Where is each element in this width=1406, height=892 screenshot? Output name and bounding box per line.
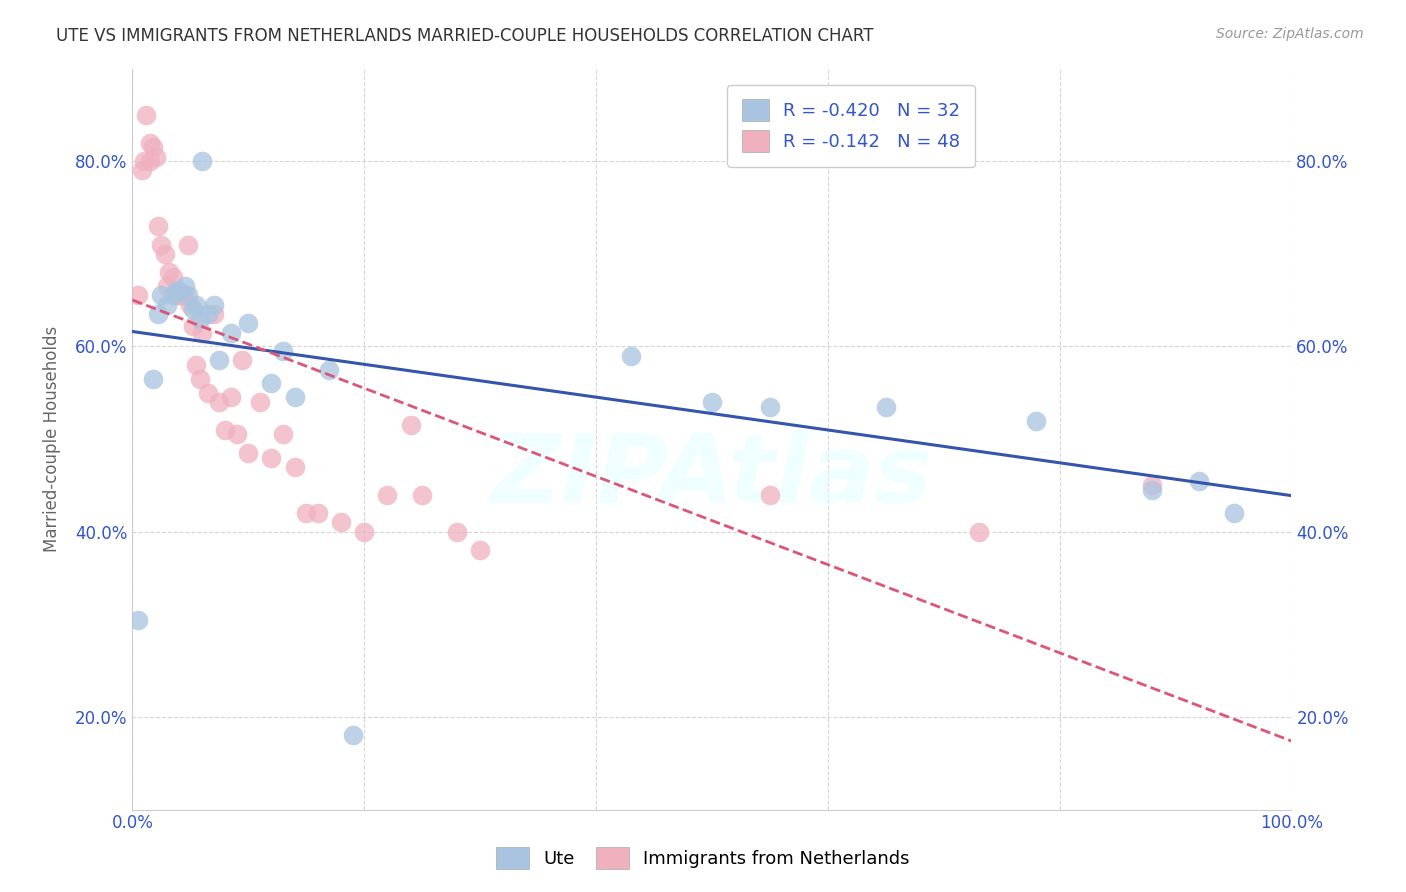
Point bbox=[271, 427, 294, 442]
Point bbox=[202, 298, 225, 312]
Point bbox=[188, 311, 211, 326]
Text: Source: ZipAtlas.com: Source: ZipAtlas.com bbox=[1216, 27, 1364, 41]
Text: ZIPAtlas: ZIPAtlas bbox=[491, 430, 934, 523]
Point bbox=[159, 265, 181, 279]
Point bbox=[875, 400, 897, 414]
Point bbox=[165, 284, 187, 298]
Legend: R = -0.420   N = 32, R = -0.142   N = 48: R = -0.420 N = 32, R = -0.142 N = 48 bbox=[727, 85, 974, 167]
Point bbox=[162, 269, 184, 284]
Point bbox=[1188, 474, 1211, 488]
Point bbox=[167, 288, 190, 302]
Point bbox=[181, 318, 204, 333]
Point bbox=[184, 358, 207, 372]
Point bbox=[225, 427, 247, 442]
Point bbox=[127, 288, 149, 302]
Point bbox=[135, 108, 157, 122]
Point bbox=[177, 288, 200, 302]
Point bbox=[132, 154, 155, 169]
Point bbox=[131, 163, 153, 178]
Point bbox=[179, 298, 201, 312]
Point bbox=[399, 418, 422, 433]
Point bbox=[173, 288, 195, 302]
Point bbox=[468, 543, 491, 558]
Point bbox=[191, 154, 214, 169]
Point bbox=[146, 219, 169, 233]
Point bbox=[318, 362, 340, 376]
Point bbox=[162, 288, 184, 302]
Point bbox=[177, 237, 200, 252]
Point bbox=[342, 728, 364, 742]
Point bbox=[238, 316, 260, 330]
Point bbox=[191, 326, 214, 340]
Point bbox=[446, 524, 468, 539]
Point bbox=[127, 613, 149, 627]
Point bbox=[219, 326, 242, 340]
Point bbox=[284, 390, 307, 404]
Point bbox=[167, 284, 190, 298]
Point bbox=[139, 154, 162, 169]
Point bbox=[700, 395, 723, 409]
Legend: Ute, Immigrants from Netherlands: Ute, Immigrants from Netherlands bbox=[488, 838, 918, 879]
Point bbox=[142, 140, 165, 154]
Point bbox=[173, 279, 195, 293]
Point bbox=[295, 506, 318, 520]
Point bbox=[307, 506, 329, 520]
Point bbox=[353, 524, 375, 539]
Point bbox=[1025, 413, 1047, 427]
Point bbox=[156, 279, 179, 293]
Point bbox=[377, 487, 399, 501]
Point bbox=[620, 349, 643, 363]
Point bbox=[150, 288, 173, 302]
Point bbox=[197, 307, 219, 321]
Point bbox=[170, 288, 193, 302]
Point bbox=[184, 298, 207, 312]
Point bbox=[1142, 478, 1164, 492]
Point bbox=[1142, 483, 1164, 497]
Point bbox=[153, 247, 176, 261]
Point bbox=[208, 395, 231, 409]
Point bbox=[759, 487, 782, 501]
Text: UTE VS IMMIGRANTS FROM NETHERLANDS MARRIED-COUPLE HOUSEHOLDS CORRELATION CHART: UTE VS IMMIGRANTS FROM NETHERLANDS MARRI… bbox=[56, 27, 873, 45]
Point bbox=[249, 395, 271, 409]
Point bbox=[284, 459, 307, 474]
Point bbox=[214, 423, 236, 437]
Point bbox=[231, 353, 253, 368]
Point bbox=[219, 390, 242, 404]
Point bbox=[202, 307, 225, 321]
Point bbox=[967, 524, 990, 539]
Point bbox=[411, 487, 433, 501]
Point bbox=[139, 136, 162, 150]
Point bbox=[759, 400, 782, 414]
Point bbox=[260, 450, 283, 465]
Point bbox=[145, 149, 167, 163]
Y-axis label: Married-couple Households: Married-couple Households bbox=[44, 326, 60, 552]
Point bbox=[238, 446, 260, 460]
Point bbox=[142, 372, 165, 386]
Point bbox=[146, 307, 169, 321]
Point bbox=[156, 298, 179, 312]
Point bbox=[1222, 506, 1244, 520]
Point bbox=[181, 302, 204, 317]
Point bbox=[260, 376, 283, 391]
Point bbox=[208, 353, 231, 368]
Point bbox=[271, 344, 294, 359]
Point bbox=[197, 385, 219, 400]
Point bbox=[165, 288, 187, 302]
Point bbox=[330, 516, 353, 530]
Point bbox=[188, 372, 211, 386]
Point bbox=[150, 237, 173, 252]
